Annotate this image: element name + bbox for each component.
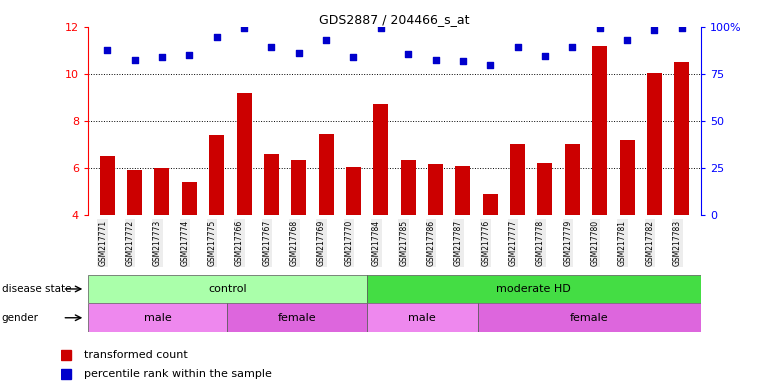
Bar: [228, 303, 367, 332]
Bar: [209, 135, 224, 215]
Bar: [319, 134, 334, 215]
Text: GSM217785: GSM217785: [399, 220, 408, 266]
Bar: [88, 275, 367, 303]
Bar: [88, 303, 228, 332]
Text: GSM217781: GSM217781: [618, 220, 627, 266]
Text: disease state: disease state: [2, 284, 71, 294]
Text: control: control: [208, 284, 247, 294]
Bar: [478, 303, 701, 332]
Text: GSM217766: GSM217766: [235, 220, 244, 266]
Point: [265, 44, 277, 50]
Point: [621, 37, 633, 43]
Bar: [367, 303, 478, 332]
Bar: [428, 164, 443, 215]
Point: [183, 52, 195, 58]
Point: [211, 35, 223, 41]
Bar: [291, 160, 306, 215]
Bar: [565, 144, 580, 215]
Point: [129, 57, 141, 63]
Text: GSM217775: GSM217775: [208, 220, 217, 266]
Text: transformed count: transformed count: [84, 350, 188, 360]
Point: [566, 44, 578, 50]
Text: GSM217782: GSM217782: [646, 220, 654, 266]
Bar: [373, 104, 388, 215]
Text: GSM217778: GSM217778: [536, 220, 545, 266]
Point: [484, 61, 496, 68]
Bar: [237, 93, 251, 215]
Text: GSM217770: GSM217770: [345, 220, 353, 266]
Point: [320, 37, 332, 43]
Text: GSM217783: GSM217783: [673, 220, 682, 266]
Bar: [127, 170, 142, 215]
Text: GSM217777: GSM217777: [509, 220, 518, 266]
Text: GSM217774: GSM217774: [180, 220, 189, 266]
Text: GSM217786: GSM217786: [427, 220, 436, 266]
Text: female: female: [570, 313, 609, 323]
Bar: [401, 160, 416, 215]
Text: percentile rank within the sample: percentile rank within the sample: [84, 369, 272, 379]
Text: male: male: [408, 313, 436, 323]
Bar: [620, 140, 634, 215]
Point: [512, 44, 524, 50]
Bar: [483, 194, 498, 215]
Text: GSM217779: GSM217779: [563, 220, 572, 266]
Text: GSM217773: GSM217773: [153, 220, 162, 266]
Bar: [510, 144, 525, 215]
Bar: [592, 46, 607, 215]
Bar: [264, 154, 279, 215]
Text: GSM217772: GSM217772: [126, 220, 135, 266]
Bar: [367, 275, 701, 303]
Text: GSM217784: GSM217784: [372, 220, 381, 266]
Point: [594, 25, 606, 31]
Bar: [346, 167, 361, 215]
Text: GSM217771: GSM217771: [98, 220, 107, 266]
Bar: [182, 182, 197, 215]
Bar: [538, 163, 552, 215]
Point: [648, 27, 660, 33]
Point: [676, 25, 688, 31]
Text: female: female: [278, 313, 316, 323]
Text: GSM217787: GSM217787: [454, 220, 463, 266]
Point: [347, 55, 359, 61]
Text: male: male: [144, 313, 172, 323]
Bar: [455, 166, 470, 215]
Bar: [100, 156, 115, 215]
Bar: [647, 73, 662, 215]
Title: GDS2887 / 204466_s_at: GDS2887 / 204466_s_at: [319, 13, 470, 26]
Text: GSM217767: GSM217767: [263, 220, 271, 266]
Point: [457, 58, 469, 64]
Bar: [674, 62, 689, 215]
Bar: [155, 168, 169, 215]
Point: [101, 47, 113, 53]
Point: [402, 51, 414, 57]
Point: [155, 55, 168, 61]
Point: [238, 25, 250, 31]
Text: moderate HD: moderate HD: [496, 284, 571, 294]
Text: GSM217776: GSM217776: [481, 220, 490, 266]
Point: [375, 25, 387, 31]
Point: [430, 57, 442, 63]
Text: GSM217780: GSM217780: [591, 220, 600, 266]
Point: [293, 50, 305, 56]
Text: gender: gender: [2, 313, 38, 323]
Text: GSM217768: GSM217768: [290, 220, 299, 266]
Point: [538, 53, 551, 60]
Text: GSM217769: GSM217769: [317, 220, 326, 266]
